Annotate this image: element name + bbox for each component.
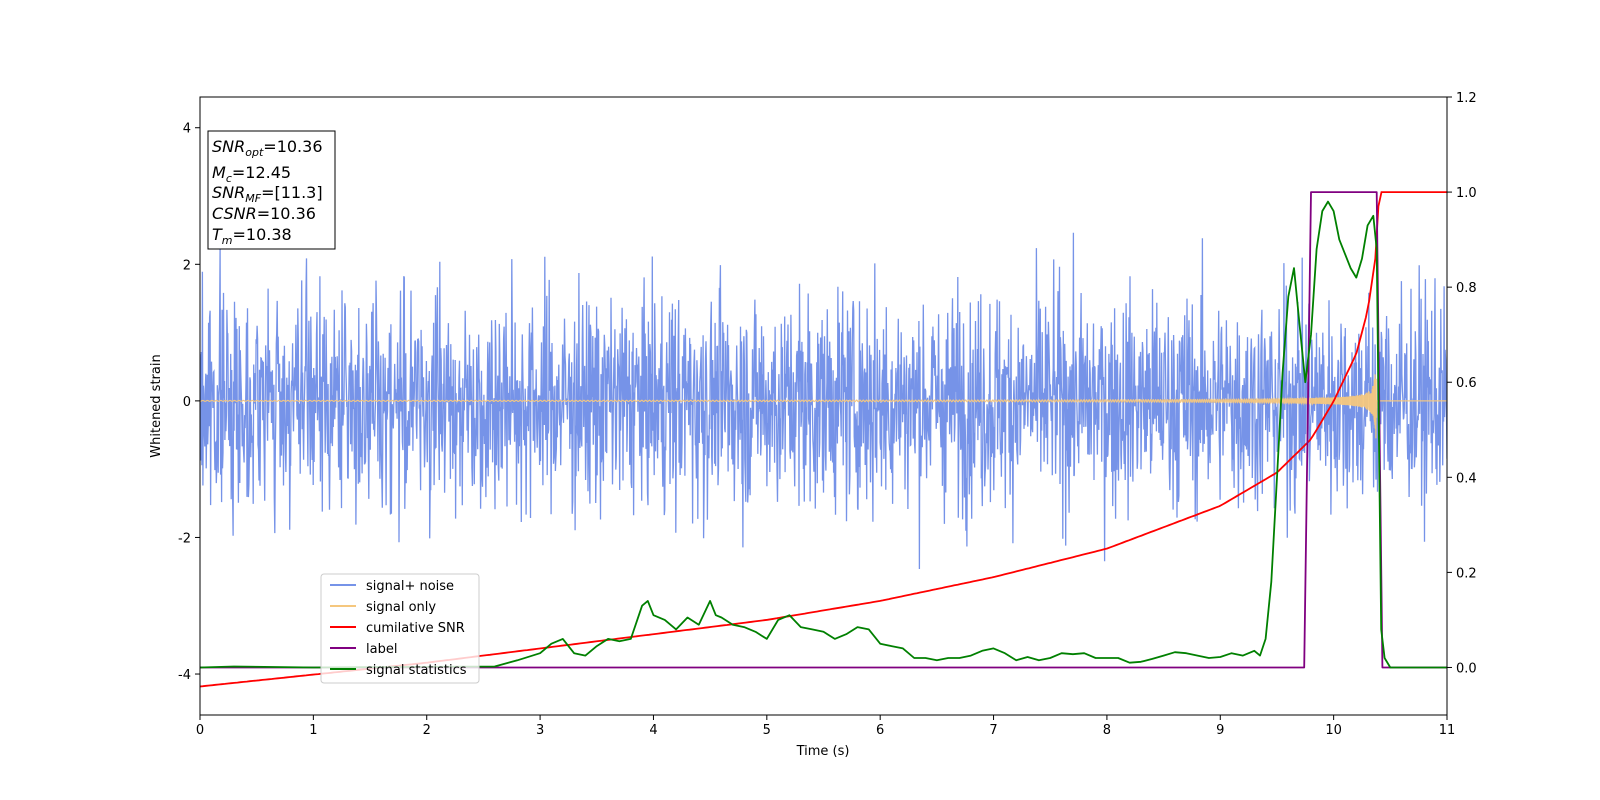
annotation-snr-opt: SNRopt=10.36: [212, 137, 323, 159]
x-tick-label: 4: [649, 723, 657, 738]
y-tick-label: -4: [178, 668, 191, 683]
series-signal-noise: [200, 232, 1447, 570]
legend-label-label: label: [366, 642, 397, 657]
y2-tick-label: 0.8: [1456, 281, 1477, 296]
legend-frame: [320, 573, 480, 684]
y-axis-label: Whitened strain: [149, 354, 164, 457]
annotation-tm: Tm=10.38: [212, 225, 292, 247]
annotation-mc: Mc=12.45: [212, 163, 291, 185]
x-tick-label: 11: [1439, 723, 1456, 738]
y2-tick-label: 1.0: [1456, 186, 1477, 201]
x-tick-label: 0: [196, 723, 204, 738]
y2-tick-label: 0.6: [1456, 376, 1477, 391]
x-tick-label: 2: [423, 723, 431, 738]
ticks-layer: 0 1 2 3 4 5 6 7 8 9 10 11 4 2 0 -2 -4 1.2 1.0 0.8 0.6 0.4 0.2 0…: [178, 91, 1477, 738]
series-signal-only: [200, 374, 1447, 439]
annotation-box: SNRopt=10.36 Mc=12.45 SNRMF=[11.3] CSNR=…: [207, 130, 336, 250]
x-tick-label: 3: [536, 723, 544, 738]
x-tick-label: 10: [1325, 723, 1342, 738]
y-tick-label: -2: [178, 531, 191, 546]
y2-tick-label: 0.0: [1456, 661, 1477, 676]
annotation-frame: [207, 130, 336, 250]
annotation-snr-mf: SNRMF=[11.3]: [212, 183, 323, 205]
y-tick-label: 4: [183, 122, 191, 137]
legend-label-signal-statistics: signal statistics: [366, 663, 467, 678]
y2-tick-label: 0.2: [1456, 566, 1477, 581]
legend-label-cumulative-snr: cumilative SNR: [366, 621, 465, 636]
x-tick-label: 7: [989, 723, 997, 738]
legend-label-signal-only: signal only: [366, 600, 436, 615]
plot-frame: [199, 96, 1448, 716]
y-tick-label: 2: [183, 258, 191, 273]
y2-tick-label: 0.4: [1456, 471, 1477, 486]
x-tick-label: 9: [1216, 723, 1224, 738]
y2-tick-label: 1.2: [1456, 91, 1477, 106]
series-signal-statistics: [200, 200, 1447, 669]
y-tick-label: 0: [183, 395, 191, 410]
x-tick-label: 6: [876, 723, 884, 738]
x-tick-label: 8: [1103, 723, 1111, 738]
x-axis-label: Time (s): [796, 744, 850, 759]
annotation-csnr: CSNR=10.36: [212, 204, 316, 223]
x-tick-label: 1: [309, 723, 317, 738]
legend-label-signal-noise: signal+ noise: [366, 579, 454, 594]
x-tick-label: 5: [763, 723, 771, 738]
legend: signal+ noise signal only cumilative SNR…: [320, 573, 480, 684]
